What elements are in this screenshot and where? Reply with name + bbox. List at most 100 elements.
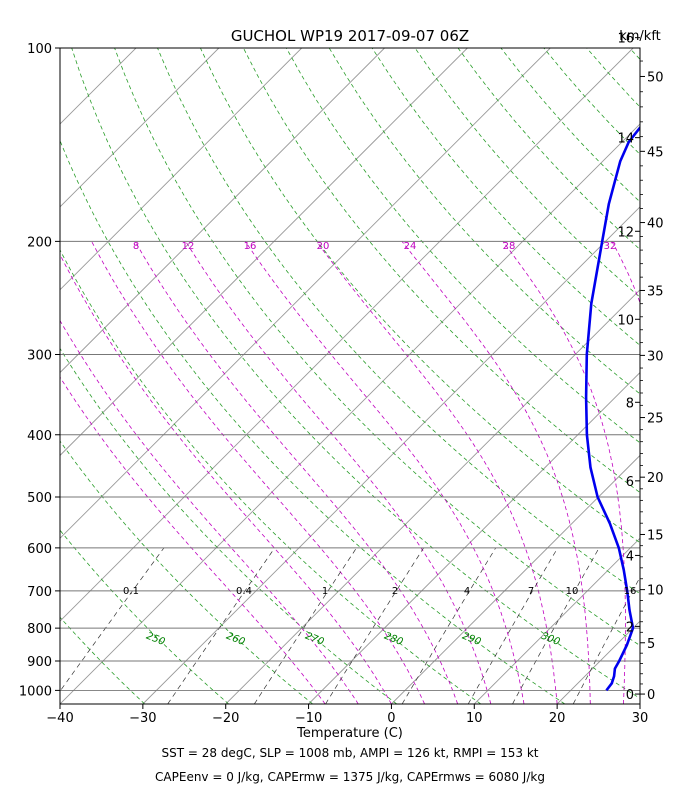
dry-adiabat-line bbox=[328, 48, 640, 395]
moist-adiabat-line bbox=[60, 376, 326, 704]
x-tick-label: 30 bbox=[632, 711, 649, 726]
isotherm-line bbox=[60, 48, 551, 539]
mixing-ratio-label: 2 bbox=[392, 586, 398, 597]
x-tick-label: −30 bbox=[129, 711, 156, 726]
dry-adiabat-line bbox=[60, 139, 566, 704]
km-tick-label: 12 bbox=[617, 225, 634, 240]
isotherm-line bbox=[60, 48, 385, 374]
pressure-tick-label: 400 bbox=[27, 429, 52, 444]
moist-adiabat-line bbox=[502, 241, 626, 704]
pressure-tick-label: 1000 bbox=[19, 684, 52, 699]
theta-label: 250 bbox=[145, 631, 167, 648]
isobar-gridlines bbox=[60, 47, 640, 691]
theta-e-label: 24 bbox=[404, 241, 417, 252]
pressure-tick-label: 700 bbox=[27, 585, 52, 600]
isotherm-line bbox=[60, 48, 303, 291]
dry-adiabat-line bbox=[114, 48, 640, 647]
theta-label: 300 bbox=[540, 631, 562, 648]
x-tick-label: −10 bbox=[295, 711, 322, 726]
km-tick-label: 6 bbox=[626, 475, 634, 490]
kft-tick-label: 15 bbox=[647, 528, 664, 543]
series-layer bbox=[584, 125, 640, 692]
mixing-ratio-label: 0.4 bbox=[236, 586, 252, 597]
kft-tick-label: 20 bbox=[647, 471, 664, 486]
theta-e-label: 32 bbox=[604, 241, 617, 252]
pressure-tick-label: 800 bbox=[27, 622, 52, 637]
mixing-ratio-line bbox=[325, 547, 424, 704]
km-tick-label: 0 bbox=[626, 688, 634, 703]
dewpoint-line bbox=[584, 125, 640, 692]
isotherm-line bbox=[60, 48, 634, 622]
isotherm-line bbox=[60, 48, 468, 457]
height-unit-label: km/kft bbox=[619, 29, 661, 44]
isotherm-line bbox=[60, 123, 640, 704]
theta-e-label: 16 bbox=[244, 241, 257, 252]
pressure-tick-label: 100 bbox=[27, 42, 52, 57]
km-tick-label: 10 bbox=[617, 313, 634, 328]
kft-tick-label: 0 bbox=[647, 688, 655, 703]
mixing-ratio-line bbox=[512, 547, 600, 704]
mixing-ratio-label: 1 bbox=[322, 586, 328, 597]
dry-adiabat-line bbox=[60, 440, 313, 704]
pressure-tick-label: 500 bbox=[27, 491, 52, 506]
kft-tick-label: 40 bbox=[647, 217, 664, 232]
dry-adiabat-line bbox=[457, 48, 640, 250]
kft-tick-label: 5 bbox=[647, 637, 655, 652]
isotherm-line bbox=[391, 454, 640, 704]
kft-tick-label: 30 bbox=[647, 349, 664, 364]
dry-adiabat-line bbox=[243, 48, 640, 493]
mixing-ratio-line bbox=[254, 547, 357, 704]
km-tick-label: 8 bbox=[626, 396, 634, 411]
x-tick-label: 10 bbox=[466, 711, 483, 726]
theta-label: 260 bbox=[225, 631, 247, 648]
km-tick-label: 16 bbox=[617, 32, 634, 47]
mixing-ratio-label: 16 bbox=[624, 586, 637, 597]
pressure-tick-label: 600 bbox=[27, 542, 52, 557]
isotherm-line bbox=[60, 48, 220, 208]
isotherm-line bbox=[473, 537, 640, 704]
isotherm-line bbox=[142, 206, 640, 704]
x-tick-label: −20 bbox=[212, 711, 239, 726]
chart-title: GUCHOL WP19 2017-09-07 06Z bbox=[231, 27, 469, 45]
isotherm-line bbox=[0, 48, 53, 704]
pressure-tick-label: 300 bbox=[27, 348, 52, 363]
mixing-ratio-line bbox=[60, 547, 165, 692]
x-tick-label: 20 bbox=[549, 711, 566, 726]
km-tick-label: 14 bbox=[617, 132, 634, 147]
theta-e-label: 20 bbox=[317, 241, 330, 252]
axes: −40 −30 −20 −10 0 10 20 30100200300400500600700… bbox=[19, 32, 664, 726]
footer-line-2: CAPEenv = 0 J/kg, CAPErmw = 1375 J/kg, C… bbox=[155, 770, 545, 784]
mixing-ratio-line bbox=[167, 547, 275, 704]
mixing-ratio-line bbox=[572, 576, 640, 704]
km-tick-label: 2 bbox=[626, 620, 634, 635]
dry-adiabat-line bbox=[60, 529, 229, 704]
dry-adiabat-line bbox=[285, 48, 640, 444]
theta-label: 290 bbox=[461, 631, 483, 648]
mixing-ratio-label: 7 bbox=[528, 586, 534, 597]
km-tick-label: 4 bbox=[626, 549, 634, 564]
footer-line-1: SST = 28 degC, SLP = 1008 mb, AMPI = 126… bbox=[161, 746, 538, 760]
dry-adiabat-line bbox=[60, 702, 61, 704]
isotherm-line bbox=[60, 48, 137, 125]
mixing-ratio-label: 4 bbox=[464, 586, 470, 597]
dry-adiabat-line bbox=[60, 616, 145, 704]
dry-adiabat-line bbox=[673, 48, 700, 704]
moist-adiabat-line bbox=[60, 319, 359, 704]
isotherm-line bbox=[308, 371, 640, 704]
x-tick-label: 0 bbox=[387, 711, 395, 726]
pressure-tick-label: 200 bbox=[27, 235, 52, 250]
background-lines bbox=[0, 48, 700, 704]
theta-e-label: 28 bbox=[503, 241, 516, 252]
theta-label: 270 bbox=[304, 631, 326, 648]
moist-adiabat-line bbox=[134, 241, 459, 704]
moist-adiabat-line bbox=[244, 241, 525, 704]
moist-adiabat-line bbox=[401, 241, 591, 704]
kft-tick-label: 50 bbox=[647, 70, 664, 85]
theta-e-label: 12 bbox=[182, 241, 195, 252]
dry-adiabat-line bbox=[60, 347, 397, 704]
kft-tick-label: 10 bbox=[647, 584, 664, 599]
moist-adiabat-line bbox=[91, 241, 425, 704]
moist-adiabat-line bbox=[316, 241, 558, 704]
dry-adiabat-line bbox=[200, 48, 640, 544]
